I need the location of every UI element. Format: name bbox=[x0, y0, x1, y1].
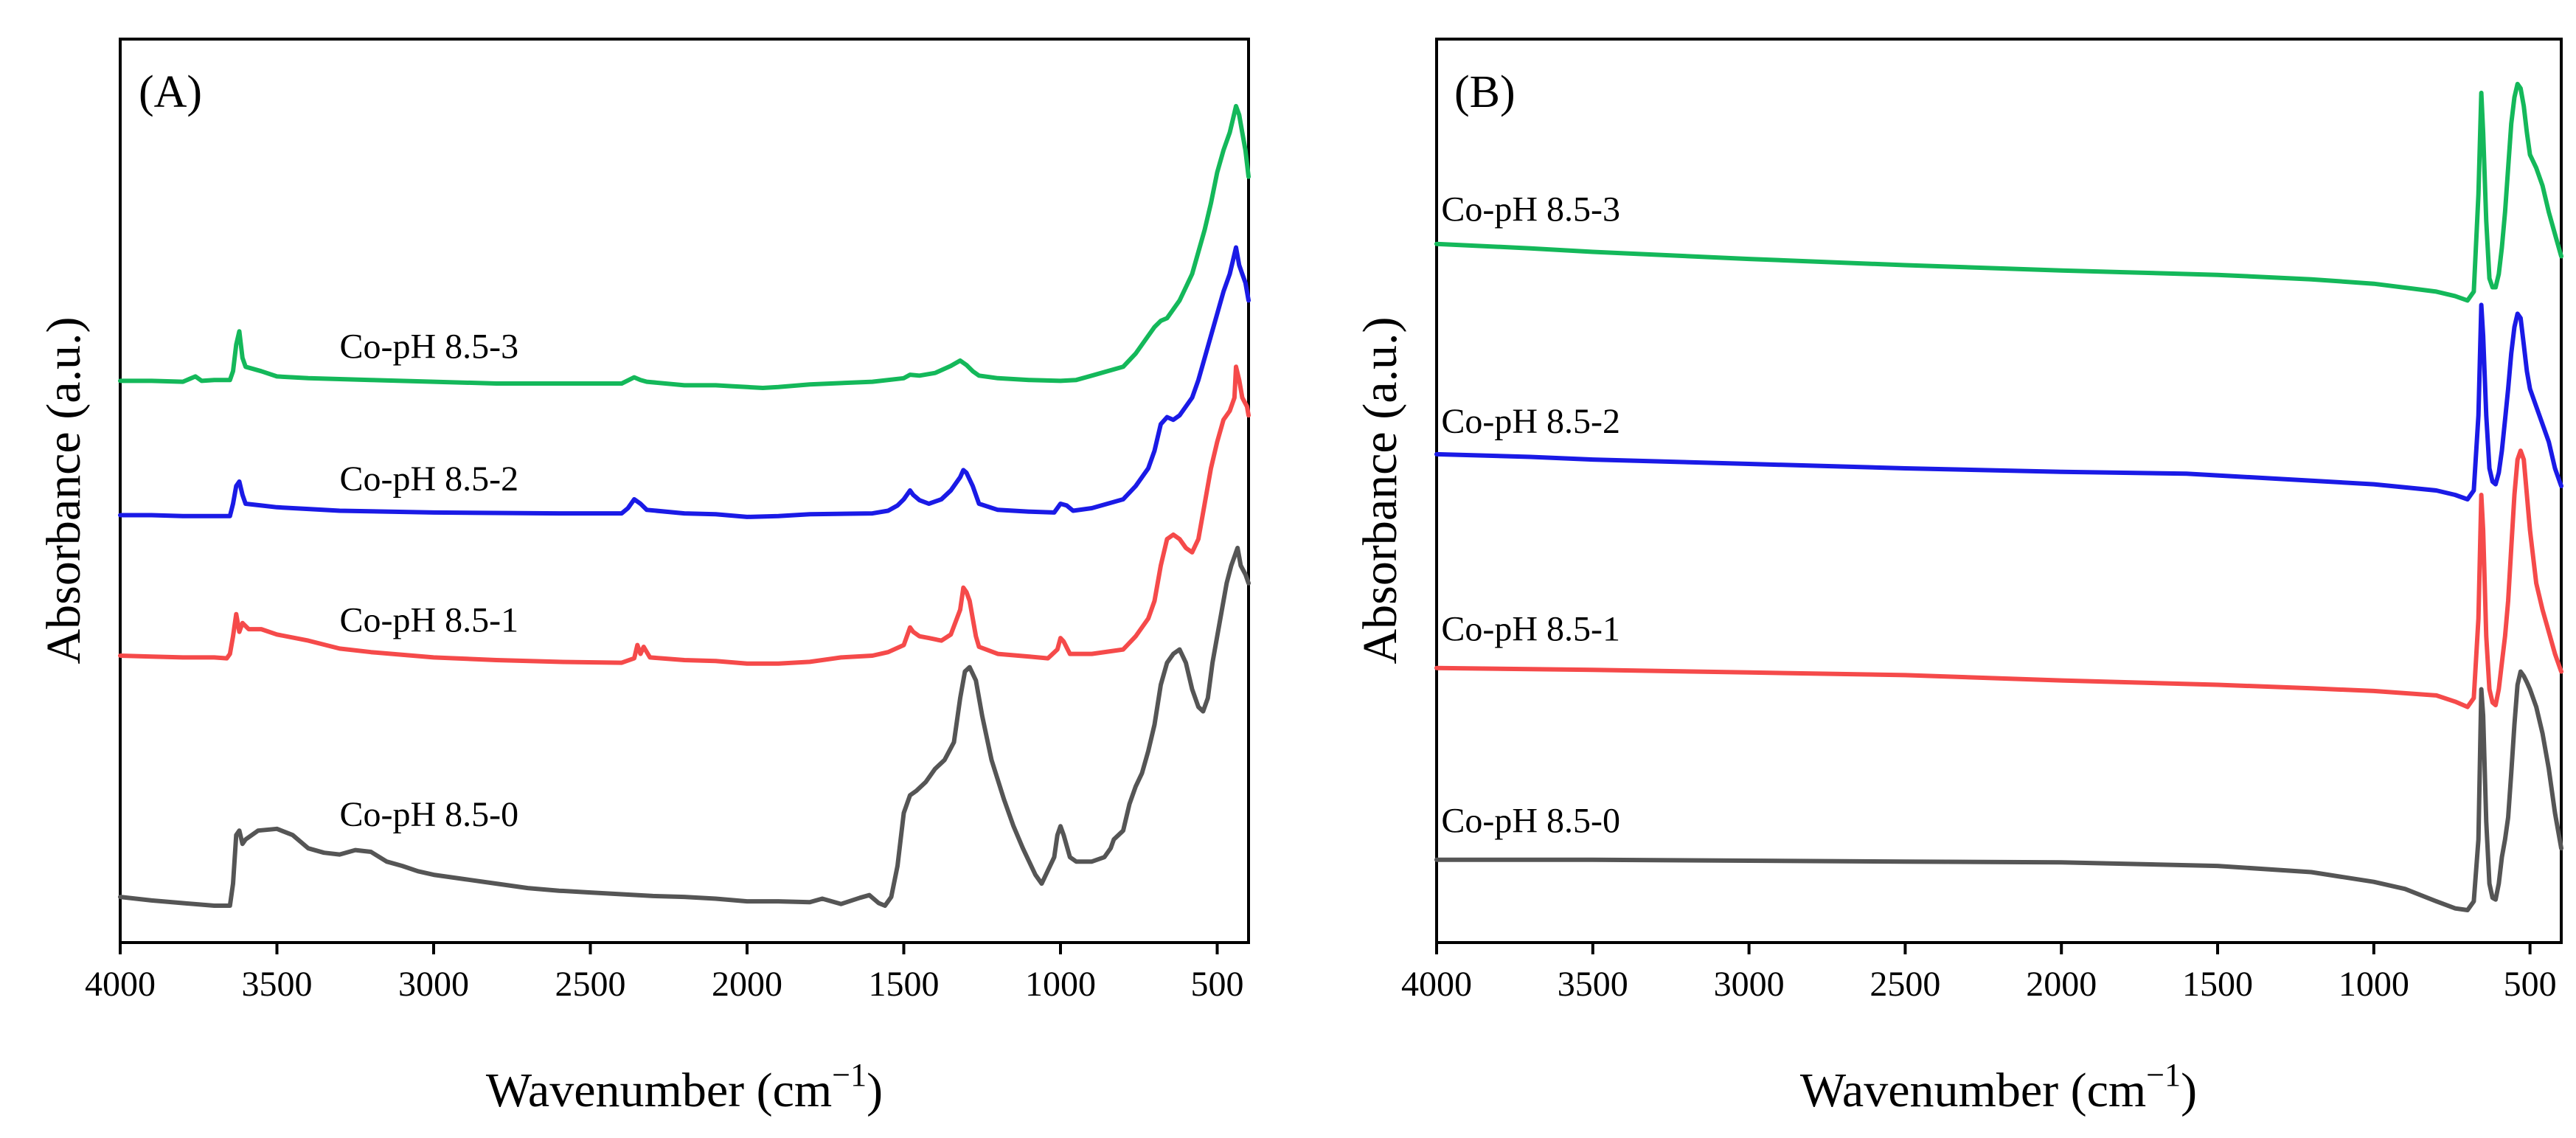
panel-a-series-label-1: Co-pH 8.5-1 bbox=[340, 601, 519, 640]
panel-a-x-tick-label-4000: 4000 bbox=[85, 965, 156, 1004]
panel-a: Co-pH 8.5-0 Co-pH 8.5-1 Co-pH 8.5-2 Co-pH 8… bbox=[37, 38, 1251, 1117]
panel-b-series-label-2: Co-pH 8.5-2 bbox=[1441, 402, 1620, 441]
panel-a-series-line-0 bbox=[118, 545, 1251, 908]
panel-a-x-tick-label-3000: 3000 bbox=[398, 965, 469, 1004]
panel-b-x-tick-label-4000: 4000 bbox=[1401, 965, 1472, 1004]
panel-a-frame bbox=[119, 38, 1250, 944]
panel-a-x-tick-label-3500: 3500 bbox=[242, 965, 313, 1004]
panel-b-y-axis-title: Absorbance (a.u.) bbox=[1353, 317, 1407, 665]
panel-b-x-tick-label-1500: 1500 bbox=[2182, 965, 2253, 1004]
panel-b-series-label-0: Co-pH 8.5-0 bbox=[1441, 802, 1620, 841]
panel-a-x-tick-label-2500: 2500 bbox=[555, 965, 626, 1004]
panel-b-x-tick-label-500: 500 bbox=[2504, 965, 2557, 1004]
panel-b-series-line-0 bbox=[1434, 669, 2563, 912]
panel-b-x-tick-label-1000: 1000 bbox=[2339, 965, 2409, 1004]
panel-a-x-tick-label-2000: 2000 bbox=[712, 965, 782, 1004]
panel-a-series-label-3: Co-pH 8.5-3 bbox=[340, 327, 519, 366]
panel-a-x-tick-label-1500: 1500 bbox=[869, 965, 940, 1004]
panel-a-tick-layer: 4000 3500 3000 2500 2000 1500 1000 500 bbox=[85, 943, 1244, 1004]
panel-a-label: (A) bbox=[139, 67, 202, 117]
panel-b-label: (B) bbox=[1454, 67, 1516, 117]
panel-b-frame bbox=[1435, 38, 2563, 944]
panel-b-x-tick-label-2000: 2000 bbox=[2026, 965, 2097, 1004]
panel-b-series-line-1 bbox=[1434, 448, 2563, 709]
panel-a-series-line-2 bbox=[118, 245, 1251, 519]
panel-a-series-label-0: Co-pH 8.5-0 bbox=[340, 795, 519, 834]
panel-a-x-tick-label-500: 500 bbox=[1191, 965, 1244, 1004]
panel-a-series-line-3 bbox=[118, 103, 1251, 390]
panel-a-x-tick-label-1000: 1000 bbox=[1025, 965, 1096, 1004]
panel-a-series-line-1 bbox=[118, 364, 1251, 666]
panel-b-x-tick-label-2500: 2500 bbox=[1869, 965, 1940, 1004]
panel-b-series-line-3 bbox=[1434, 81, 2563, 303]
panel-b-series-layer: Co-pH 8.5-0 Co-pH 8.5-1 Co-pH 8.5-2 Co-pH 8… bbox=[1434, 81, 2563, 912]
panel-a-series-label-2: Co-pH 8.5-2 bbox=[340, 459, 519, 499]
panel-a-y-axis-title: Absorbance (a.u.) bbox=[37, 317, 91, 665]
panel-a-x-axis-title: Wavenumber (cm−1) bbox=[486, 1057, 883, 1117]
panel-b-x-axis-title: Wavenumber (cm−1) bbox=[1800, 1057, 2197, 1117]
panel-b-x-tick-label-3500: 3500 bbox=[1558, 965, 1628, 1004]
panel-b-x-tick-label-3000: 3000 bbox=[1714, 965, 1785, 1004]
panel-b-series-label-1: Co-pH 8.5-1 bbox=[1441, 610, 1620, 649]
panel-b-tick-layer: 4000 3500 3000 2500 2000 1500 1000 500 bbox=[1401, 943, 2557, 1004]
panel-b-series-line-2 bbox=[1434, 302, 2563, 502]
panel-b-series-label-3: Co-pH 8.5-3 bbox=[1441, 190, 1620, 229]
panel-b: Co-pH 8.5-0 Co-pH 8.5-1 Co-pH 8.5-2 Co-pH 8… bbox=[1353, 38, 2563, 1117]
panel-a-series-layer: Co-pH 8.5-0 Co-pH 8.5-1 Co-pH 8.5-2 Co-pH 8… bbox=[118, 103, 1251, 908]
